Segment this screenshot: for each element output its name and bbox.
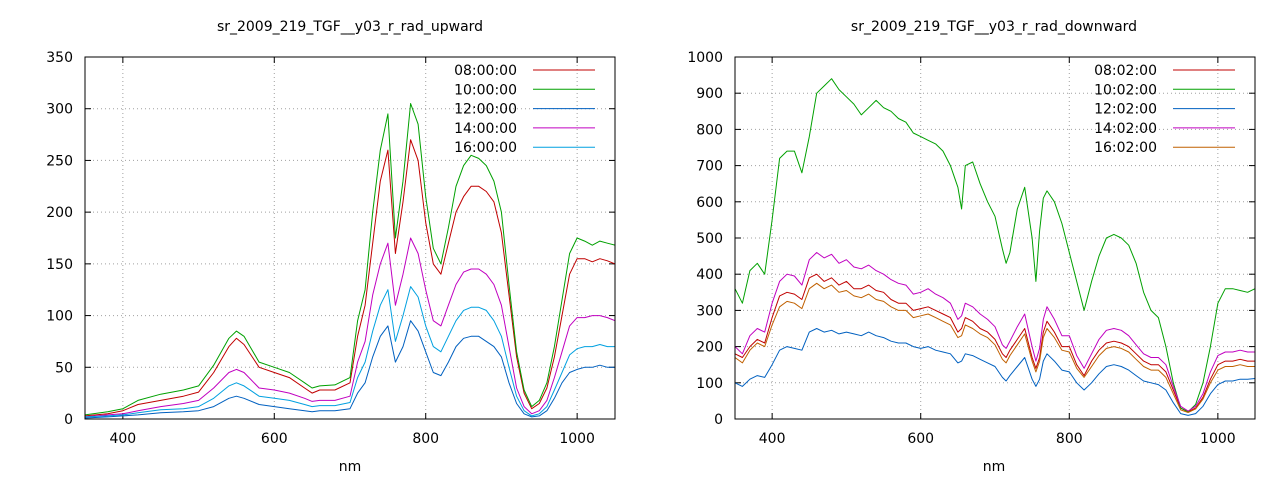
legend-label: 10:00:00: [454, 82, 517, 98]
legend-label: 16:02:00: [1094, 140, 1157, 156]
y-tick-label: 250: [46, 153, 73, 169]
series-line-12-00-00: [85, 320, 615, 419]
legend-label: 14:00:00: [454, 121, 517, 137]
series-line-12-02-00: [735, 328, 1255, 416]
y-tick-label: 0: [714, 412, 723, 428]
y-tick-label: 0: [64, 412, 73, 428]
chart-title: sr_2009_219_TGF__y03_r_rad_upward: [217, 19, 483, 35]
x-tick-label: 800: [412, 431, 439, 447]
series-line-16-02-00: [735, 282, 1255, 413]
y-tick-label: 350: [46, 50, 73, 66]
x-tick-label: 1000: [559, 431, 595, 447]
x-axis-label: nm: [339, 459, 362, 475]
y-tick-label: 700: [696, 159, 723, 175]
legend-label: 12:02:00: [1094, 102, 1157, 118]
y-tick-label: 150: [46, 257, 73, 273]
series-line-14-02-00: [735, 252, 1255, 412]
plot-frame: [734, 56, 1256, 420]
series-line-10-02-00: [735, 78, 1255, 413]
y-tick-label: 300: [696, 303, 723, 319]
downward-chart-panel: sr_2009_219_TGF__y03_r_rad_downward nm 4…: [687, 19, 1256, 475]
y-tick-label: 300: [46, 102, 73, 118]
y-tick-label: 1000: [687, 50, 723, 66]
x-tick-label: 600: [261, 431, 288, 447]
y-tick-label: 600: [696, 195, 723, 211]
y-tick-label: 800: [696, 122, 723, 138]
series-line-08-02-00: [735, 273, 1255, 413]
plot-frame: [84, 56, 616, 420]
x-tick-label: 800: [1056, 431, 1083, 447]
series-line-10-00-00: [85, 103, 615, 416]
chart-title: sr_2009_219_TGF__y03_r_rad_downward: [851, 19, 1137, 35]
y-tick-label: 900: [696, 86, 723, 102]
x-axis-label: nm: [983, 459, 1006, 475]
legend-label: 16:00:00: [454, 140, 517, 156]
legend-label: 08:02:00: [1094, 63, 1157, 79]
y-tick-label: 200: [696, 340, 723, 356]
upward-chart-panel: sr_2009_219_TGF__y03_r_rad_upward nm 400…: [46, 19, 616, 475]
x-tick-label: 400: [759, 431, 786, 447]
y-tick-label: 400: [696, 267, 723, 283]
x-tick-label: 600: [907, 431, 934, 447]
y-tick-label: 100: [696, 376, 723, 392]
y-tick-label: 500: [696, 231, 723, 247]
legend-label: 12:00:00: [454, 102, 517, 118]
y-tick-label: 100: [46, 309, 73, 325]
y-tick-label: 50: [55, 360, 73, 376]
x-tick-label: 400: [109, 431, 136, 447]
x-tick-label: 1000: [1200, 431, 1236, 447]
series-line-08-00-00: [85, 139, 615, 417]
legend-label: 14:02:00: [1094, 121, 1157, 137]
series-line-16-00-00: [85, 286, 615, 418]
series-line-14-00-00: [85, 237, 615, 418]
legend-label: 08:00:00: [454, 63, 517, 79]
legend-label: 10:02:00: [1094, 82, 1157, 98]
y-tick-label: 200: [46, 205, 73, 221]
